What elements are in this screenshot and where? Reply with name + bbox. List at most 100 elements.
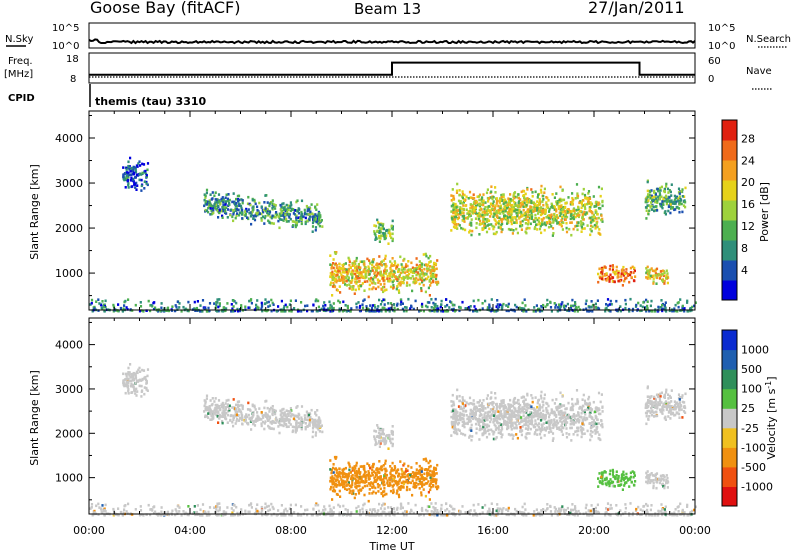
power-echo-cell xyxy=(543,191,546,194)
power-echo-cell xyxy=(255,212,258,216)
power-echo-cell xyxy=(269,215,272,219)
power-echo-cell xyxy=(374,224,378,228)
power-echo-cell xyxy=(560,302,563,306)
power-echo-cell xyxy=(368,283,371,287)
velocity-echo-cell xyxy=(527,406,530,410)
power-echo-cell xyxy=(222,209,225,213)
velocity-echo-cell xyxy=(428,473,431,476)
power-echo-cell xyxy=(368,287,371,291)
velocity-echo-cell xyxy=(599,400,602,404)
power-echo-cell xyxy=(498,216,501,220)
power-echo-cell xyxy=(527,211,530,214)
power-echo-cell xyxy=(128,168,131,171)
power-ylabel: Slant Range [km] xyxy=(28,164,41,260)
power-echo-cell xyxy=(524,215,527,219)
velocity-echo-cell xyxy=(489,420,492,424)
power-echo-cell xyxy=(621,268,624,271)
power-echo-cell xyxy=(599,194,602,198)
power-echo-cell xyxy=(496,303,499,306)
power-echo-cell xyxy=(374,238,377,241)
power-echo-cell xyxy=(500,230,503,234)
velocity-echo-cell xyxy=(427,461,430,465)
velocity-echo-cell xyxy=(289,423,292,426)
power-echo-cell xyxy=(585,211,588,214)
velocity-echo-cell xyxy=(293,425,296,429)
power-echo-cell xyxy=(250,211,253,214)
power-echo-cell xyxy=(650,196,653,200)
velocity-echo-cell xyxy=(125,383,128,386)
velocity-echo-cell xyxy=(356,484,359,488)
velocity-echo-cell xyxy=(387,484,390,487)
power-echo-cell xyxy=(558,198,561,202)
velocity-echo-cell xyxy=(395,471,398,475)
velocity-echo-cell xyxy=(140,384,143,388)
velocity-echo-cell xyxy=(296,405,299,408)
power-echo-cell xyxy=(436,283,439,286)
power-echo-cell xyxy=(332,262,335,265)
power-echo-cell xyxy=(455,211,459,215)
power-echo-cell xyxy=(273,203,276,206)
power-echo-cell xyxy=(568,227,571,231)
power-echo-cell xyxy=(542,303,545,307)
velocity-echo-cell xyxy=(406,469,409,472)
power-echo-cell xyxy=(545,196,548,199)
power-echo-cell xyxy=(617,272,620,275)
velocity-echo-cell xyxy=(423,483,426,486)
power-echo-cell xyxy=(609,273,612,277)
power-echo-cell xyxy=(433,267,436,271)
velocity-echo-cell xyxy=(337,472,340,475)
power-echo-cell xyxy=(650,299,653,303)
power-echo-cell xyxy=(300,310,303,313)
power-echo-cell xyxy=(250,301,253,305)
power-echo-cell xyxy=(375,274,378,278)
velocity-echo-cell xyxy=(411,471,414,474)
power-echo-cell xyxy=(496,299,499,302)
velocity-echo-cell xyxy=(366,474,369,477)
power-echo-cell xyxy=(544,305,547,309)
power-panel-frame xyxy=(88,110,696,311)
power-echo-cell xyxy=(539,224,542,228)
power-echo-cell xyxy=(556,202,559,205)
power-echo-cell xyxy=(384,257,387,260)
power-echo-cell xyxy=(619,305,622,308)
power-echo-cell xyxy=(593,223,596,227)
power-echo-cell xyxy=(428,268,431,272)
power-echo-cell xyxy=(359,260,362,264)
velocity-echo-cell xyxy=(130,379,133,383)
power-echo-cell xyxy=(452,198,455,201)
power-echo-cell xyxy=(461,190,464,193)
power-echo-cell xyxy=(130,173,133,176)
power-echo-cell xyxy=(476,195,479,198)
power-echo-cell xyxy=(501,304,504,307)
power-echo-cell xyxy=(227,193,230,196)
velocity-echo-cell xyxy=(123,382,126,385)
power-echo-cell xyxy=(536,203,539,207)
velocity-echo-cell xyxy=(270,427,273,430)
velocity-echo-cell xyxy=(338,467,341,471)
power-echo-cell xyxy=(522,208,525,212)
power-echo-cell xyxy=(487,209,490,212)
power-echo-cell xyxy=(647,193,650,196)
power-echo-cell xyxy=(497,204,500,208)
power-echo-cell xyxy=(529,214,532,217)
power-echo-cell xyxy=(646,277,649,280)
power-echo-cell xyxy=(662,203,665,206)
power-echo-cell xyxy=(591,303,595,307)
power-echo-cell xyxy=(428,261,431,264)
power-echo-cell xyxy=(501,305,504,309)
power-echo-cell xyxy=(124,186,127,189)
power-echo-cell xyxy=(381,224,384,228)
power-echo-cell xyxy=(238,211,242,215)
velocity-echo-cell xyxy=(329,468,332,471)
velocity-echo-cell xyxy=(476,401,479,404)
station-title: Goose Bay (fitACF) xyxy=(90,0,240,17)
power-echo-cell xyxy=(678,210,681,214)
power-echo-cell xyxy=(281,206,284,209)
power-echo-cell xyxy=(657,305,660,309)
power-echo-cell xyxy=(371,304,374,307)
power-echo-cell xyxy=(543,222,546,226)
power-echo-cell xyxy=(127,183,130,187)
power-echo-cell xyxy=(300,222,303,226)
power-echo-cell xyxy=(265,301,269,304)
